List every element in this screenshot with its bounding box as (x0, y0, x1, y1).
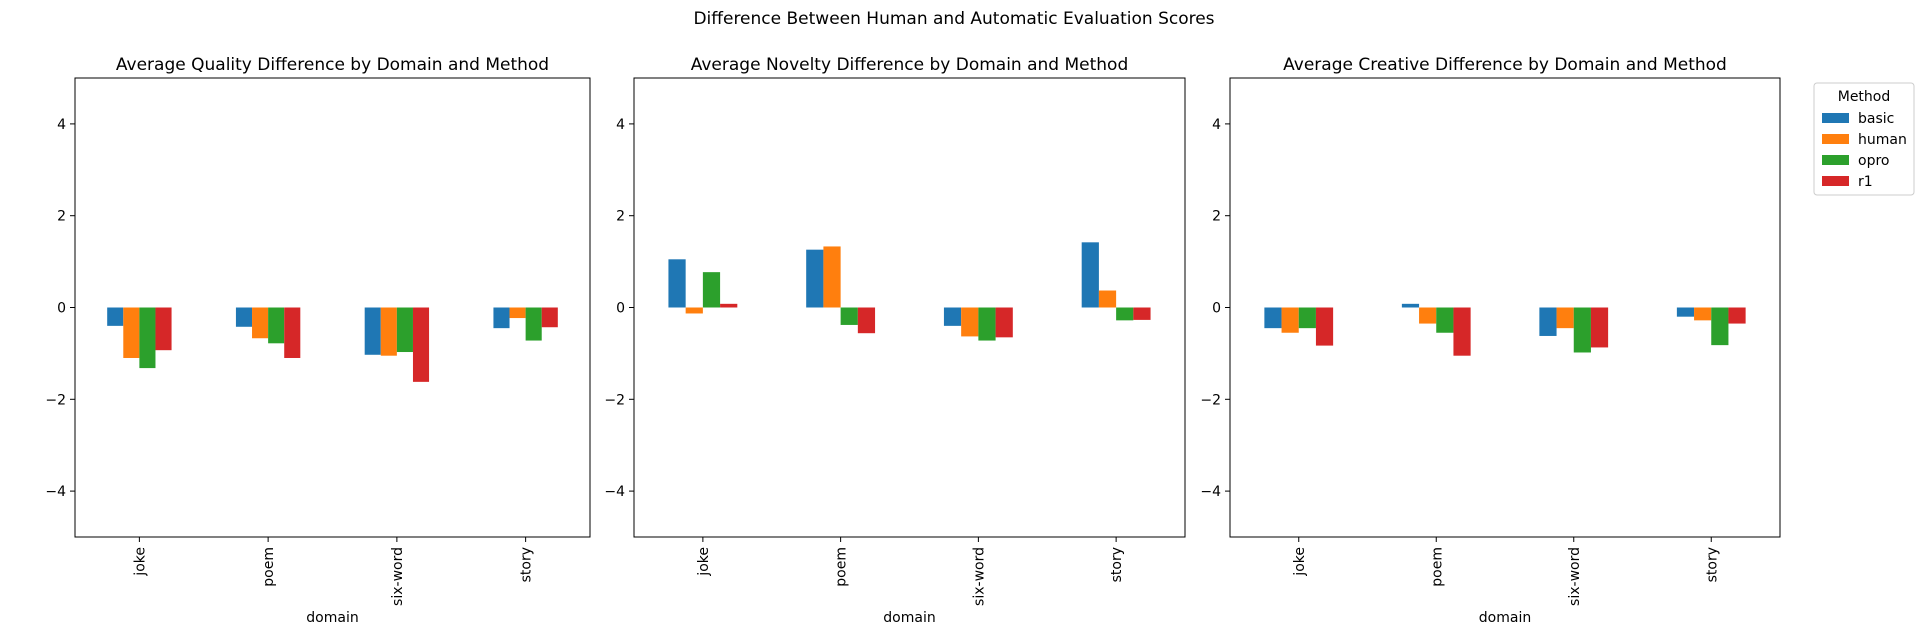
bar-basic-story (493, 307, 510, 329)
x-tick-label: six-word (390, 547, 406, 606)
bar-opro-poem (1436, 307, 1454, 333)
legend-swatch-basic (1822, 113, 1849, 123)
x-axis-label: domain (883, 610, 935, 626)
legend-label-opro: opro (1858, 153, 1889, 169)
bar-r1-six-word (412, 307, 430, 382)
bar-basic-poem (806, 249, 824, 308)
y-tick-label: 2 (1212, 209, 1221, 225)
chart-title: Average Novelty Difference by Domain and… (691, 55, 1129, 75)
bar-opro-six-word (978, 307, 996, 341)
chart-title: Average Quality Difference by Domain and… (116, 55, 549, 75)
bar-r1-poem (284, 307, 301, 358)
chart-panel-1: Average Quality Difference by Domain and… (45, 55, 591, 626)
x-tick-label: joke (696, 547, 712, 577)
chart-panel-3: Average Creative Difference by Domain an… (1200, 55, 1781, 626)
y-tick-label: −2 (1200, 392, 1221, 408)
bar-r1-poem (1453, 307, 1471, 356)
bar-r1-story (1728, 307, 1746, 324)
bar-human-six-word (1556, 307, 1574, 329)
legend-label-human: human (1858, 132, 1907, 148)
bar-basic-story (1081, 242, 1099, 308)
y-tick-label: 4 (1212, 117, 1221, 133)
y-tick-label: 0 (616, 301, 625, 317)
bar-opro-poem (840, 307, 858, 325)
x-tick-label: story (1109, 547, 1125, 582)
x-tick-label: poem (1429, 547, 1445, 587)
bar-human-story (1098, 290, 1117, 308)
bar-human-story (509, 307, 526, 319)
bar-opro-story (525, 307, 542, 341)
bar-basic-six-word (364, 307, 381, 355)
legend-label-r1: r1 (1858, 174, 1873, 190)
chart-panel-2: Average Novelty Difference by Domain and… (604, 55, 1186, 626)
bar-human-story (1694, 307, 1712, 321)
y-tick-label: −4 (45, 484, 66, 500)
bar-human-poem (1419, 307, 1437, 324)
chart-panels: Average Quality Difference by Domain and… (45, 55, 1781, 626)
y-tick-label: −4 (1200, 484, 1221, 500)
bar-opro-six-word (1573, 307, 1591, 353)
bar-opro-poem (268, 307, 285, 344)
bar-opro-six-word (396, 307, 413, 353)
bar-human-joke (1281, 307, 1299, 333)
x-tick-label: six-word (971, 547, 987, 606)
legend: Method basic human opro r1 (1813, 82, 1915, 196)
bar-opro-joke (139, 307, 156, 369)
bar-human-joke (685, 307, 703, 314)
bar-basic-story (1676, 307, 1695, 317)
figure-title: Difference Between Human and Automatic E… (693, 9, 1214, 29)
x-tick-label: joke (1292, 547, 1308, 577)
x-axis-label: domain (1479, 610, 1531, 626)
legend-swatch-opro (1822, 155, 1849, 165)
x-tick-label: story (1704, 547, 1720, 582)
bar-r1-six-word (995, 307, 1013, 338)
y-tick-label: 0 (57, 301, 66, 317)
x-axis-label: domain (306, 610, 358, 626)
y-tick-label: −4 (604, 484, 625, 500)
y-tick-label: 4 (616, 117, 625, 133)
x-tick-label: poem (261, 547, 277, 587)
bar-r1-joke (155, 307, 172, 351)
bar-human-poem (252, 307, 269, 339)
y-tick-label: 4 (57, 117, 66, 133)
bar-human-poem (823, 246, 841, 308)
bar-basic-six-word (943, 307, 962, 326)
legend-label-basic: basic (1858, 111, 1894, 127)
bar-basic-joke (1264, 307, 1282, 329)
bar-r1-joke (1315, 307, 1334, 346)
bar-basic-six-word (1539, 307, 1557, 336)
bar-human-joke (123, 307, 140, 358)
x-tick-label: story (519, 547, 535, 582)
y-tick-label: 2 (616, 209, 625, 225)
x-tick-label: six-word (1567, 547, 1583, 606)
bar-opro-joke (1298, 307, 1316, 329)
bar-r1-poem (857, 307, 876, 334)
bar-r1-story (541, 307, 558, 328)
bar-human-six-word (961, 307, 979, 337)
y-tick-label: −2 (604, 392, 625, 408)
bar-r1-six-word (1590, 307, 1609, 348)
bar-basic-joke (668, 259, 686, 308)
bar-basic-poem (235, 307, 253, 327)
chart-title: Average Creative Difference by Domain an… (1283, 55, 1727, 75)
bar-r1-joke (720, 303, 738, 308)
bar-basic-poem (1401, 303, 1420, 308)
x-tick-label: poem (834, 547, 850, 587)
bar-human-six-word (380, 307, 397, 356)
legend-title: Method (1838, 89, 1891, 105)
y-tick-label: 0 (1212, 301, 1221, 317)
legend-swatch-r1 (1822, 176, 1849, 186)
x-tick-label: joke (132, 547, 148, 577)
y-tick-label: 2 (57, 209, 66, 225)
bar-opro-story (1116, 307, 1134, 321)
bar-opro-story (1711, 307, 1729, 346)
bar-basic-joke (107, 307, 124, 326)
legend-swatch-human (1822, 134, 1849, 144)
bar-opro-joke (702, 272, 721, 308)
bar-r1-story (1133, 307, 1151, 320)
y-tick-label: −2 (45, 392, 66, 408)
legend-frame (1813, 82, 1915, 196)
